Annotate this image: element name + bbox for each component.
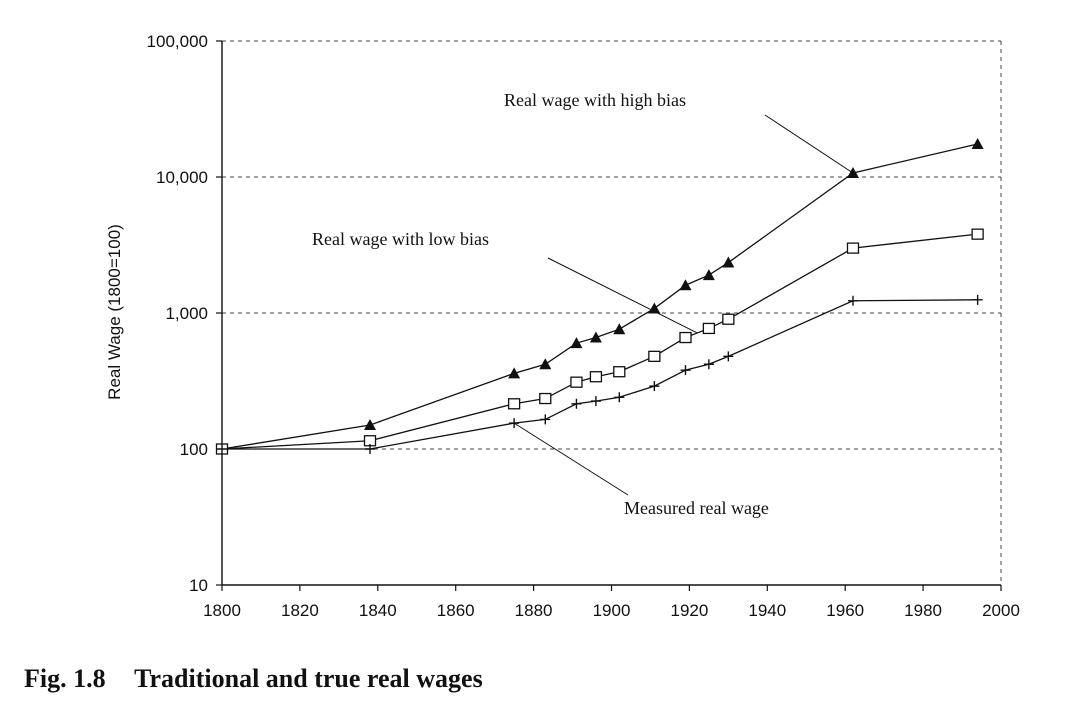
annotation-leader-line [764, 114, 854, 174]
triangle-marker [648, 302, 661, 314]
triangle-marker [613, 323, 626, 335]
figure-caption: Fig. 1.8 Traditional and true real wages [24, 664, 483, 694]
plus-marker [217, 444, 227, 454]
y-tick-labels: 10 100 1,000 10,000 100,000 [147, 32, 208, 595]
square-marker [702, 322, 716, 335]
square-marker [971, 228, 984, 240]
plus-marker [540, 414, 551, 425]
plus-marker [703, 359, 714, 370]
square-marker [613, 366, 626, 378]
triangle-marker [679, 279, 692, 291]
y-axis-label: Real Wage (1800=100) [105, 224, 124, 400]
triangle-marker [508, 367, 521, 379]
square-marker [648, 350, 661, 363]
plus-marker [649, 381, 660, 392]
triangle-marker [570, 337, 583, 349]
plus-marker [365, 444, 376, 454]
annotation-label: Real wage with low bias [312, 229, 489, 249]
triangle-marker [722, 256, 735, 268]
plus-marker [590, 396, 601, 407]
figure-title: Traditional and true real wages [134, 664, 483, 693]
square-marker [507, 398, 521, 410]
plus-marker [571, 398, 582, 409]
x-tick-label: 1820 [281, 601, 319, 620]
square-marker [589, 371, 603, 383]
y-tick-label: 100 [180, 440, 208, 459]
annotation-label: Measured real wage [624, 498, 769, 518]
x-tick-label: 1940 [748, 601, 786, 620]
series-lines [221, 143, 978, 450]
x-tick-label: 1980 [904, 601, 942, 620]
triangle-marker [971, 137, 984, 149]
square-marker [846, 242, 860, 254]
plus-marker [972, 294, 983, 305]
figure-number: Fig. 1.8 [24, 664, 106, 693]
square-marker [539, 392, 552, 405]
plus-marker [614, 392, 625, 403]
triangle-marker [589, 331, 602, 343]
axes [216, 40, 1002, 591]
x-tick-label: 1900 [593, 601, 631, 620]
triangle-marker [539, 358, 552, 370]
x-tick-label: 1880 [515, 601, 553, 620]
y-tick-label: 100,000 [147, 32, 208, 51]
x-tick-label: 1960 [826, 601, 864, 620]
plus-marker [847, 295, 858, 306]
x-tick-labels: 1800 1820 1840 1860 1880 1900 1920 1940 1960 1980… [203, 601, 1020, 620]
x-tick-label: 1840 [359, 601, 397, 620]
triangle-marker [702, 269, 715, 281]
plus-marker [723, 351, 734, 362]
series-markers [215, 137, 984, 455]
chart-canvas: 10 100 1,000 10,000 100,000 1800 1820 1840 1860… [105, 32, 1020, 620]
series-line-0 [221, 143, 978, 450]
x-tick-label: 2000 [982, 601, 1020, 620]
annotation-label: Real wage with high bias [504, 90, 686, 110]
x-tick-label: 1860 [437, 601, 475, 620]
annotation-leader-line [547, 257, 698, 334]
x-tick-label: 1800 [203, 601, 241, 620]
y-tick-label: 10 [189, 576, 208, 595]
x-tick-label: 1920 [670, 601, 708, 620]
plus-marker [680, 365, 691, 376]
square-marker [679, 331, 692, 344]
annotations: Real wage with high bias Real wage with l… [312, 90, 854, 518]
triangle-marker [364, 419, 377, 431]
square-marker [722, 313, 735, 325]
square-marker [570, 376, 583, 388]
y-tick-label: 10,000 [156, 168, 208, 187]
y-tick-label: 1,000 [165, 304, 208, 323]
annotation-leader-line [513, 422, 629, 496]
